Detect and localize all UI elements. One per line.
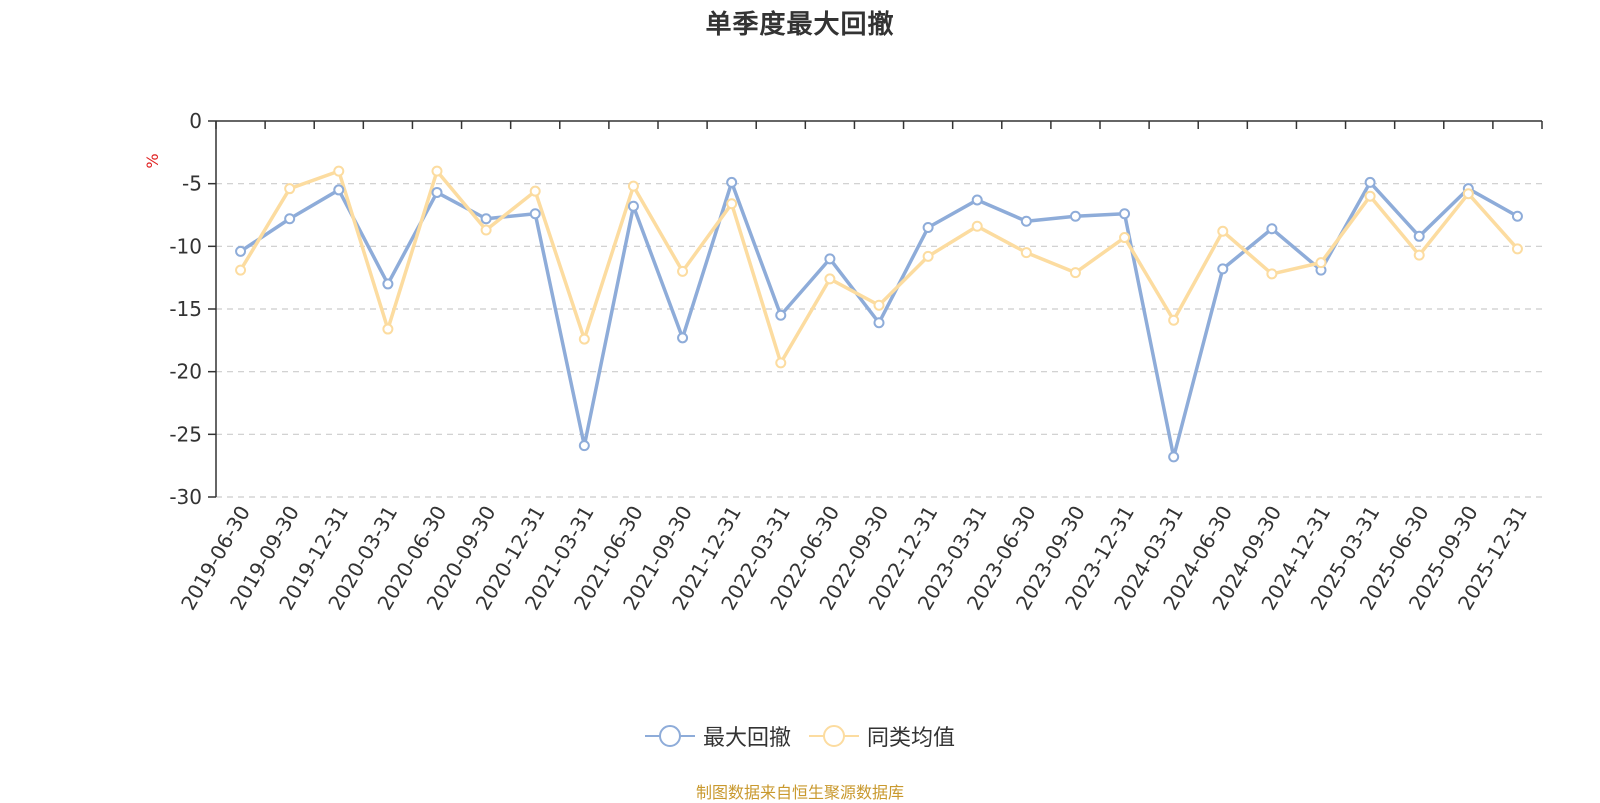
series-1-point xyxy=(627,180,639,192)
y-axis-unit-label: % xyxy=(143,153,162,168)
series-0-point xyxy=(1413,230,1425,242)
series-1-point xyxy=(775,357,787,369)
y-tick-label: -5 xyxy=(182,172,202,196)
series-0-point xyxy=(627,200,639,212)
series-1-point xyxy=(431,165,443,177)
series-0-point xyxy=(1069,210,1081,222)
tick-labels: 0-5-10-15-20-25-30%2019-06-302019-09-302… xyxy=(143,109,1532,614)
series-0-point xyxy=(824,253,836,265)
y-tick-label: -20 xyxy=(169,360,202,384)
legend-item-series-1[interactable]: 同类均值 xyxy=(809,720,955,752)
legend-swatch-icon xyxy=(809,722,859,750)
y-tick-label: -15 xyxy=(169,297,202,321)
series-1-point xyxy=(1511,243,1523,255)
series-0-point xyxy=(333,184,345,196)
series-1-point xyxy=(1020,247,1032,259)
series-1-point xyxy=(677,265,689,277)
axes xyxy=(208,120,1543,498)
series-0-point xyxy=(431,186,443,198)
series-1-point xyxy=(235,264,247,276)
series-0-point xyxy=(284,213,296,225)
series-1-point xyxy=(284,183,296,195)
series-0-point xyxy=(677,332,689,344)
series-lines xyxy=(235,165,1523,463)
series-0-point xyxy=(873,317,885,329)
series-1-point xyxy=(1364,190,1376,202)
source-note: 制图数据来自恒生聚源数据库 xyxy=(695,783,904,802)
y-tick-label: -30 xyxy=(169,485,202,509)
series-1-point xyxy=(726,198,738,210)
series-0-point xyxy=(1217,263,1229,275)
series-0-point xyxy=(235,245,247,257)
series-1-point xyxy=(873,299,885,311)
legend: 最大回撤 同类均值 xyxy=(0,720,1600,752)
series-0-point xyxy=(775,309,787,321)
legend-swatch-icon xyxy=(644,722,695,750)
legend-item-series-0[interactable]: 最大回撤 xyxy=(644,720,791,752)
series-1-point xyxy=(1217,225,1229,237)
series-1-point xyxy=(578,333,590,345)
chart-title: 单季度最大回撤 xyxy=(705,10,895,40)
series-0-point xyxy=(529,208,541,220)
legend-label: 同类均值 xyxy=(867,726,956,751)
y-tick-label: -10 xyxy=(169,234,202,258)
series-0-point xyxy=(578,440,590,452)
series-0-point xyxy=(1119,208,1131,220)
series-1-point xyxy=(1315,257,1327,269)
series-0-point xyxy=(1511,210,1523,222)
series-0-point xyxy=(1266,223,1278,235)
series-0-point xyxy=(1364,176,1376,188)
series-1-point xyxy=(480,224,492,236)
series-1-point xyxy=(1069,267,1081,279)
series-0-point xyxy=(1020,215,1032,227)
series-1-point xyxy=(1168,314,1180,326)
series-1-point xyxy=(1119,232,1131,244)
series-1-point xyxy=(824,273,836,285)
series-1-point xyxy=(971,220,983,232)
series-1-point xyxy=(382,323,394,335)
series-1-point xyxy=(922,250,934,262)
series-0-point xyxy=(480,213,492,225)
series-1-point xyxy=(1462,188,1474,200)
series-0-point xyxy=(726,176,738,188)
series-0-point xyxy=(971,194,983,206)
series-1-point xyxy=(333,165,345,177)
legend-label: 最大回撤 xyxy=(702,726,791,751)
series-1-point xyxy=(1266,268,1278,280)
series-0-point xyxy=(382,278,394,290)
y-tick-label: 0 xyxy=(189,109,202,133)
y-tick-label: -25 xyxy=(169,422,202,446)
series-1-point xyxy=(529,185,541,197)
series-0-point xyxy=(1168,451,1180,463)
series-1-point xyxy=(1413,249,1425,261)
series-0-point xyxy=(922,222,934,234)
